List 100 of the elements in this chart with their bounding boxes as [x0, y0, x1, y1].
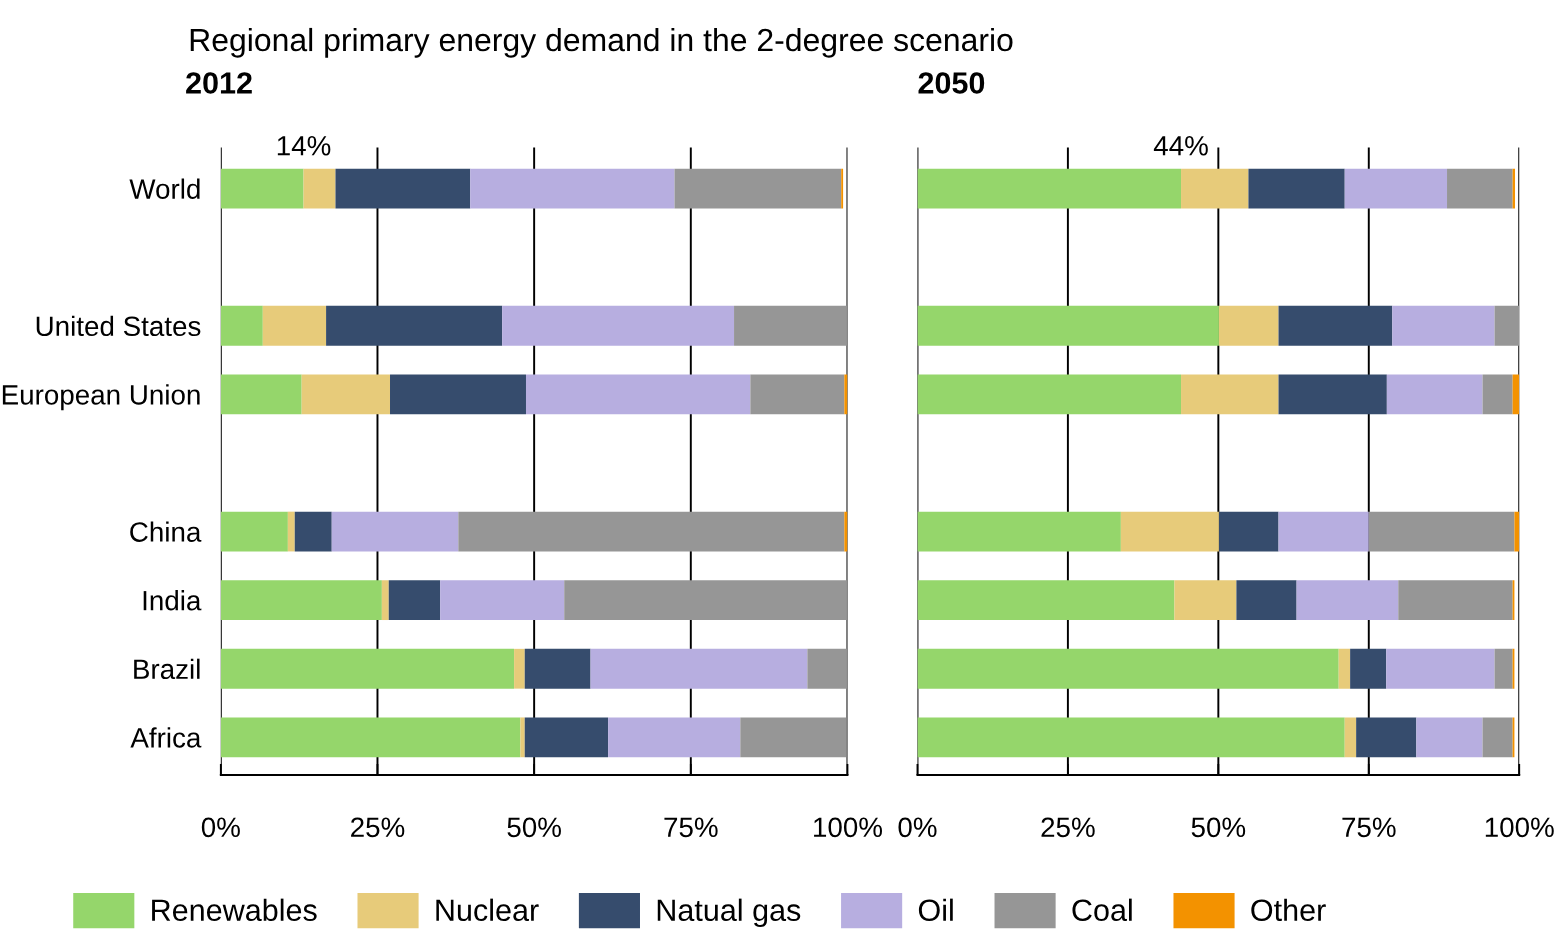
bar — [470, 168, 675, 209]
legend-label: Other — [1251, 898, 1326, 922]
chart-subtitle: 2012 — [186, 72, 252, 94]
bar — [524, 648, 591, 689]
y-tick-label: India — [143, 590, 202, 611]
bar — [502, 305, 735, 346]
bar — [220, 717, 521, 758]
x-tick-label: 50% — [507, 817, 561, 838]
y-tick-label: European Union — [2, 384, 200, 411]
x-tick-label: 0% — [898, 817, 937, 838]
bar — [458, 511, 845, 552]
bar — [520, 717, 525, 758]
bar — [917, 305, 1219, 346]
y-tick-label: World — [129, 178, 200, 199]
bar — [1386, 374, 1483, 415]
bar — [917, 168, 1182, 209]
x-tick-label: 100% — [1485, 817, 1554, 838]
bar — [1494, 648, 1513, 689]
bar — [335, 168, 471, 209]
bar — [1181, 374, 1279, 415]
bar — [1447, 168, 1513, 209]
bar — [1278, 374, 1387, 415]
bar — [1482, 374, 1513, 415]
legend-label: Oil — [918, 898, 953, 922]
bar — [844, 374, 848, 415]
x-tick-label: 0% — [201, 817, 240, 838]
annotation: 14% — [277, 136, 331, 156]
bar — [1356, 717, 1417, 758]
bar — [1338, 648, 1351, 689]
bar — [294, 511, 332, 552]
bar — [326, 305, 503, 346]
bar — [1368, 511, 1515, 552]
chart-subtitle: 2050 — [918, 72, 985, 94]
bar — [740, 717, 847, 758]
bar — [1512, 374, 1520, 415]
bar — [220, 511, 288, 552]
bar — [1181, 168, 1249, 209]
bar — [734, 305, 847, 346]
bar — [1248, 168, 1345, 209]
bar — [220, 648, 515, 689]
y-tick-label: Brazil — [134, 658, 200, 680]
legend-label: Natual gas — [657, 898, 801, 928]
bar — [1218, 305, 1279, 346]
legend-label: Coal — [1072, 898, 1132, 922]
bar — [390, 374, 526, 415]
bar — [287, 511, 295, 552]
bar — [514, 648, 525, 689]
bar — [1296, 580, 1399, 621]
bar — [1386, 648, 1495, 689]
bar — [524, 717, 609, 758]
bar — [917, 648, 1339, 689]
bar — [331, 511, 459, 552]
bar — [1416, 717, 1483, 758]
bar — [1344, 168, 1448, 209]
bar — [1494, 305, 1520, 346]
x-tick-label: 75% — [664, 817, 718, 838]
bar — [1514, 511, 1520, 552]
y-tick-label: United States — [36, 315, 201, 337]
bar — [1398, 580, 1513, 621]
y-tick-label: China — [130, 521, 202, 542]
legend-label: Renewables — [152, 898, 317, 922]
x-tick-label: 100% — [814, 817, 883, 838]
bar — [381, 580, 389, 621]
bar — [526, 374, 751, 415]
bar — [303, 168, 336, 209]
bar — [1174, 580, 1237, 621]
bar — [440, 580, 565, 621]
bar — [1236, 580, 1297, 621]
bar — [917, 511, 1121, 552]
bar — [220, 305, 263, 346]
bar — [220, 168, 304, 209]
bar — [388, 580, 441, 621]
bar — [674, 168, 842, 209]
x-tick-label: 25% — [351, 817, 405, 838]
bar — [807, 648, 847, 689]
bar — [1350, 648, 1387, 689]
bar — [1218, 511, 1279, 552]
bar — [1278, 511, 1369, 552]
x-tick-label: 50% — [1191, 817, 1246, 838]
bar — [220, 374, 302, 415]
bar — [1278, 305, 1393, 346]
bar — [1482, 717, 1513, 758]
bar — [262, 305, 327, 346]
bar — [301, 374, 391, 415]
chart-title: Regional primary energy demand in the 2-degree scenario — [190, 27, 1013, 58]
annotation: 44% — [1153, 136, 1208, 156]
bar — [917, 580, 1175, 621]
bar — [917, 717, 1345, 758]
bar — [608, 717, 741, 758]
bar — [1392, 305, 1495, 346]
bar — [1120, 511, 1219, 552]
x-tick-label: 75% — [1342, 817, 1396, 838]
legend-label: Nuclear — [436, 898, 539, 922]
y-tick-label: Africa — [130, 727, 202, 748]
bar — [590, 648, 808, 689]
bar — [844, 511, 848, 552]
x-tick-label: 25% — [1041, 817, 1095, 838]
bar — [564, 580, 847, 621]
bar — [917, 374, 1182, 415]
bar — [220, 580, 382, 621]
